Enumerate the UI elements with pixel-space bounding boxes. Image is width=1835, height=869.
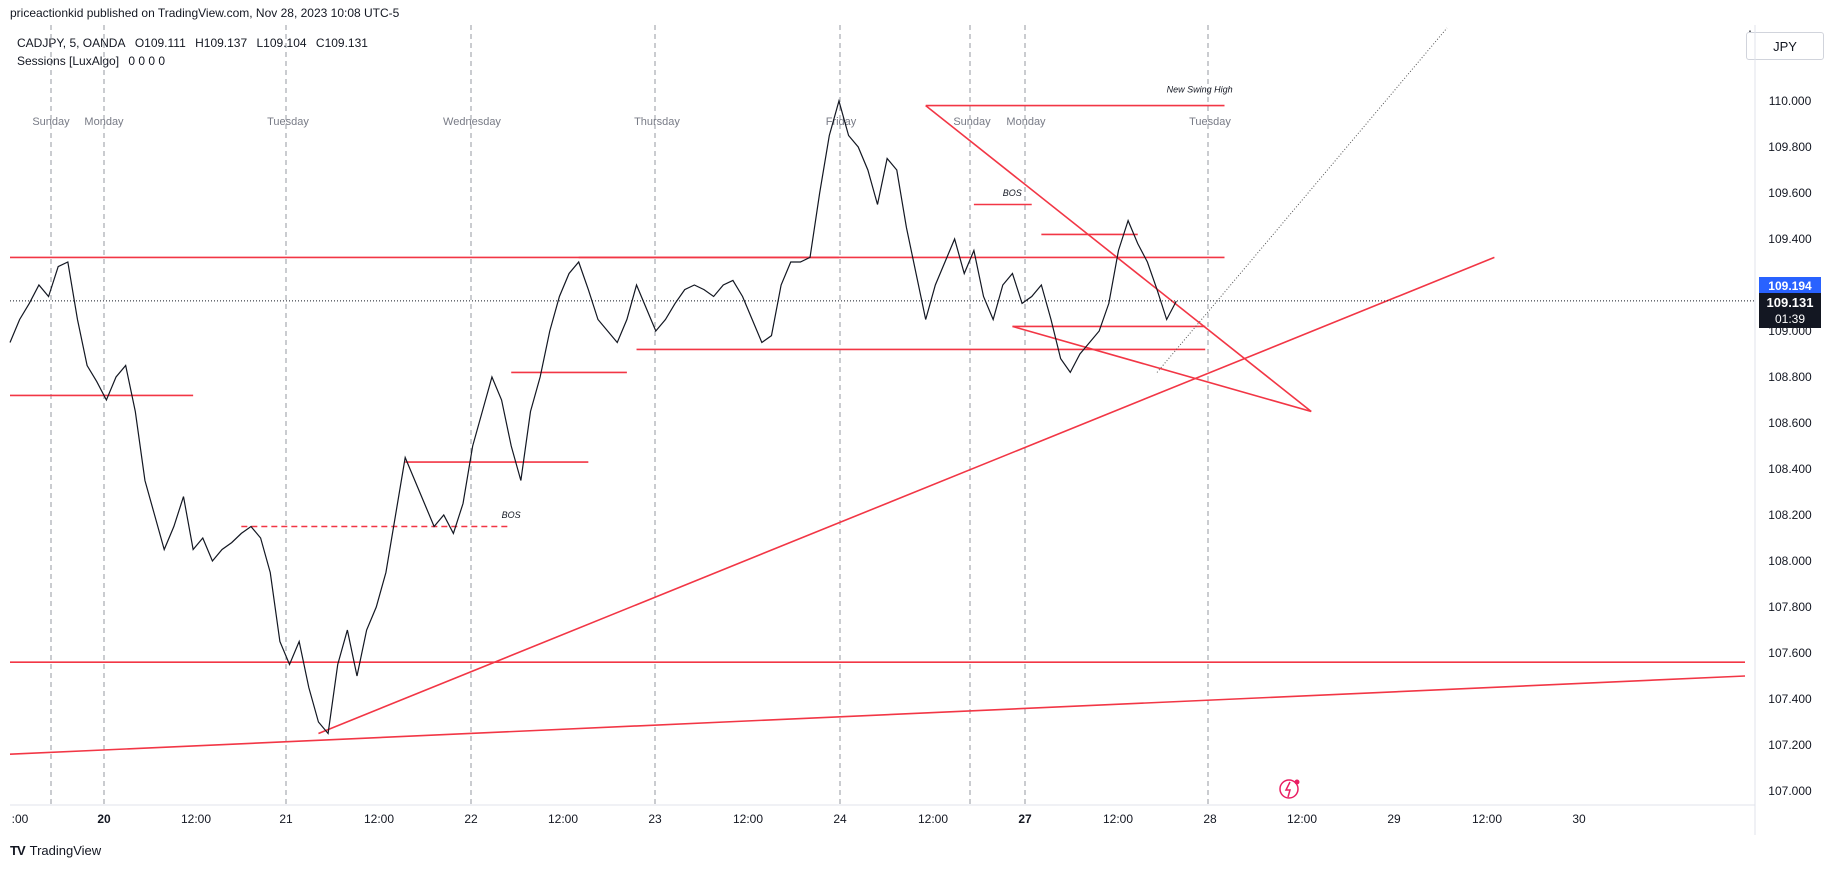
price-tick-label: 108.000 [1768,554,1812,568]
time-tick-label: 12:00 [181,812,211,826]
price-axis[interactable]: 110.000109.800109.600109.400109.200109.0… [1768,94,1812,798]
price-tick-label: 108.800 [1768,370,1812,384]
time-tick-label: 29 [1387,812,1401,826]
trend-line[interactable] [1012,325,1312,413]
time-tick-label: 12:00 [1103,812,1133,826]
open-value: O109.111 [134,36,186,50]
price-tick-label: 108.600 [1768,416,1812,430]
high-value: H109.137 [195,36,248,50]
session-label: Monday [84,116,124,128]
session-labels: Sunday Monday Tuesday Wednesday Thursday Frid… [32,116,1231,128]
price-tick-label: 110.000 [1769,94,1812,108]
projection-line[interactable] [1156,27,1448,373]
trend-line[interactable] [925,104,1312,413]
symbol-row[interactable]: CADJPY, 5, OANDA O109.111 H109.137 L109.… [17,34,374,52]
countdown-text: 01:39 [1775,312,1805,326]
time-tick-label: 12:00 [733,812,763,826]
price-tick-label: 107.200 [1768,738,1812,752]
time-tick-label: :00 [12,812,29,826]
price-badges: 109.194 109.131 01:39 [1759,277,1821,328]
price-tick-label: 108.400 [1768,462,1812,476]
symbol-label: CADJPY, 5, OANDA [17,36,126,50]
trend-lines[interactable] [9,104,1746,755]
price-tick-label: 109.800 [1768,140,1812,154]
published-line: priceactionkid published on TradingView.… [10,6,400,20]
time-tick-label: 12:00 [1472,812,1502,826]
price-tick-label: 107.800 [1768,600,1812,614]
price-tick-label: 109.400 [1768,232,1812,246]
session-label: Thursday [634,116,680,128]
bid-badge-text: 109.194 [1768,279,1812,293]
chart-annotation: BOS [502,510,521,520]
low-value: L109.104 [256,36,307,50]
session-label: Friday [826,116,857,128]
time-tick-label: 12:00 [548,812,578,826]
chart-legend: CADJPY, 5, OANDA O109.111 H109.137 L109.… [17,34,374,70]
indicator-values: 0 0 0 0 [128,54,166,68]
session-label: Sunday [953,116,991,128]
session-label: Wednesday [443,116,501,128]
time-tick-label: 22 [464,812,478,826]
price-tick-label: 107.600 [1768,646,1812,660]
tradingview-logo[interactable]: TV TradingView [10,843,101,858]
session-label: Tuesday [1189,116,1231,128]
last-price-text: 109.131 [1767,295,1814,310]
trend-line[interactable] [318,256,1495,735]
time-tick-label: 28 [1203,812,1217,826]
horizontal-levels[interactable] [10,104,1745,664]
time-axis[interactable]: :00 20 12:00 21 12:00 22 12:00 23 12:00 24 12:00 27… [12,812,1586,826]
time-tick-label: 23 [648,812,662,826]
session-label: Monday [1006,116,1046,128]
close-value: C109.131 [315,36,368,50]
time-tick-label: 12:00 [918,812,948,826]
annotations: New Swing High BOS BOS [502,84,1233,520]
time-tick-label: 21 [279,812,293,826]
indicator-row[interactable]: Sessions [LuxAlgo] 0 0 0 0 [17,52,374,70]
time-tick-label: 27 [1018,812,1032,826]
price-series [9,98,1177,735]
session-separators [50,25,1209,805]
price-tick-label: 108.200 [1768,508,1812,522]
time-tick-label: 24 [833,812,847,826]
price-tick-label: 107.400 [1768,692,1812,706]
price-tick-label: 109.600 [1768,186,1812,200]
time-tick-label: 30 [1572,812,1586,826]
session-label: Sunday [32,116,70,128]
time-tick-label: 12:00 [364,812,394,826]
price-tick-label: 107.000 [1768,784,1812,798]
time-tick-label: 12:00 [1287,812,1317,826]
currency-button[interactable]: JPY [1746,32,1824,60]
logo-mark: TV [10,843,26,858]
logo-text: TradingView [29,843,102,858]
time-tick-label: 20 [97,812,111,826]
chart-annotation: New Swing High [1167,84,1233,94]
trend-line[interactable] [9,675,1746,755]
bid-badge [1759,277,1821,294]
session-label: Tuesday [267,116,309,128]
chart-annotation: BOS [1003,188,1022,198]
replay-icon[interactable] [1279,779,1300,799]
indicator-label: Sessions [LuxAlgo] [17,54,120,68]
last-price-badge [1759,293,1821,328]
